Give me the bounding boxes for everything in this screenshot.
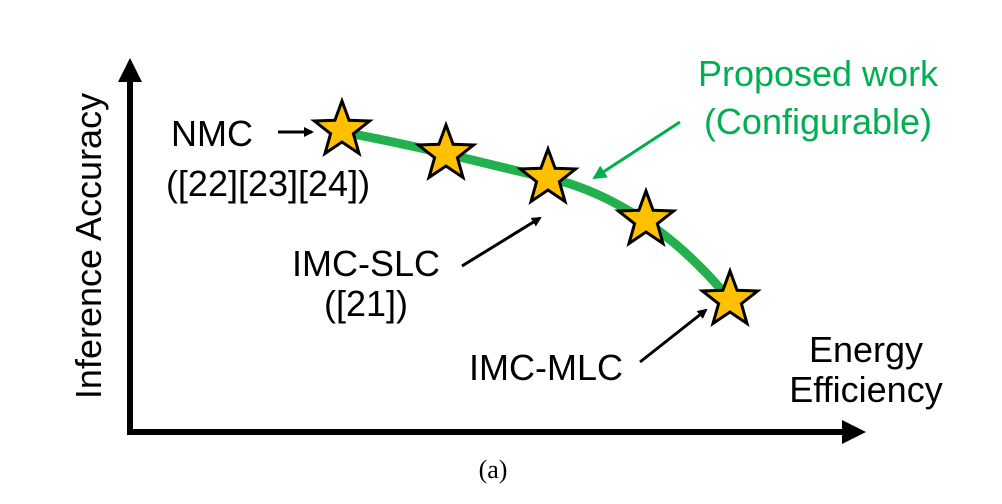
star-imc-mlc xyxy=(698,266,762,328)
y-axis-arrowhead xyxy=(118,58,142,82)
imc-slc-references: ([21]) xyxy=(324,283,408,324)
imc-slc-arrow xyxy=(461,216,542,268)
star-nmc xyxy=(310,96,374,158)
x-axis-label-line1: Energy xyxy=(809,329,923,370)
star-mid-1 xyxy=(414,120,478,182)
x-axis-arrowhead xyxy=(842,420,866,444)
figure-caption: (a) xyxy=(479,455,508,484)
imc-mlc-label: IMC-MLC xyxy=(469,347,623,388)
imc-slc-label: IMC-SLC xyxy=(292,243,440,284)
imc-mlc-arrow xyxy=(639,308,708,364)
nmc-references: ([22][23][24]) xyxy=(166,163,370,204)
nmc-label: NMC xyxy=(171,113,253,154)
proposed-work-label: Proposed work xyxy=(698,53,939,94)
proposed-work-arrow xyxy=(592,120,681,180)
star-imc-slc xyxy=(516,144,580,206)
x-axis-label-line2: Efficiency xyxy=(789,369,942,410)
y-axis-label: Inference Accuracy xyxy=(68,93,109,399)
star-mid-2 xyxy=(614,186,678,248)
proposed-work-sublabel: (Configurable) xyxy=(704,101,932,142)
